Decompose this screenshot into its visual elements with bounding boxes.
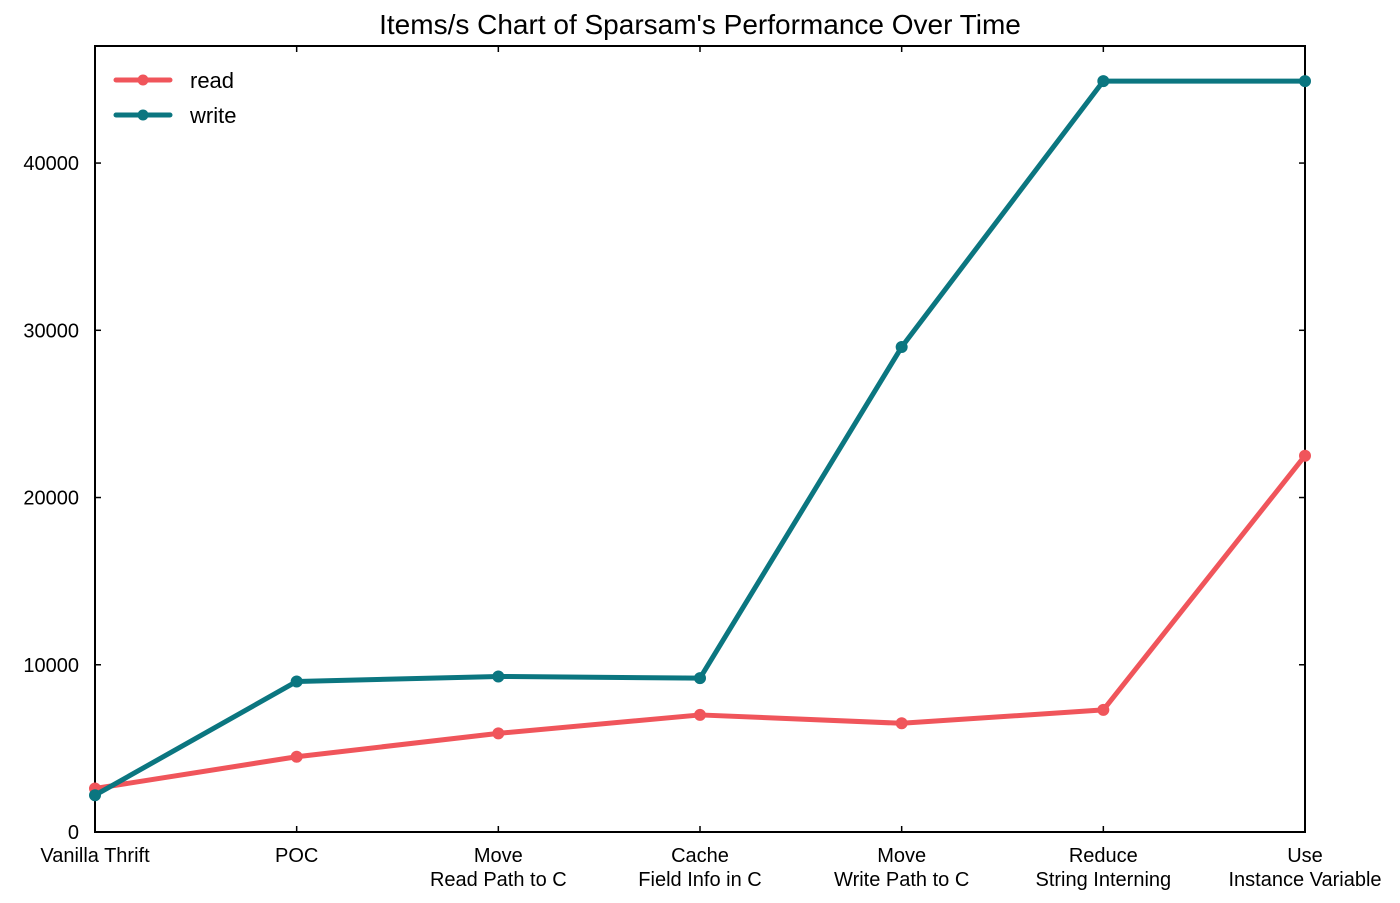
data-point-write xyxy=(694,672,706,685)
x-tick-label: Cache xyxy=(671,845,729,867)
data-point-write xyxy=(1097,75,1110,88)
series-read xyxy=(89,449,1311,795)
legend-swatch-marker xyxy=(137,74,149,86)
x-tick-label: Write Path to C xyxy=(834,869,969,891)
y-tick-label: 10000 xyxy=(23,655,79,677)
data-point-read xyxy=(694,708,706,721)
legend-label: read xyxy=(190,68,234,93)
data-point-read xyxy=(895,717,908,730)
data-point-write xyxy=(895,341,908,354)
y-tick-label: 30000 xyxy=(23,320,79,342)
y-tick-label: 40000 xyxy=(23,153,79,175)
x-tick-label: Use xyxy=(1287,845,1323,867)
legend-item-write: write xyxy=(113,103,236,128)
x-tick-label: Read Path to C xyxy=(430,869,567,891)
legend: read write xyxy=(113,68,236,128)
data-point-write xyxy=(290,675,303,688)
x-tick-label: Move xyxy=(474,845,523,867)
series-layer xyxy=(89,75,1311,802)
data-point-read xyxy=(290,750,303,763)
y-tick-label: 0 xyxy=(68,822,79,844)
x-tick-label: Reduce xyxy=(1069,845,1138,867)
legend-swatch-marker xyxy=(137,109,149,121)
y-tick-label: 20000 xyxy=(23,488,79,510)
x-tick-label: Instance Variable xyxy=(1228,869,1381,891)
data-point-read xyxy=(492,727,505,740)
chart-title: Items/s Chart of Sparsam's Performance O… xyxy=(379,9,1021,40)
x-tick-label: Vanilla Thrift xyxy=(40,845,150,867)
legend-item-read: read xyxy=(113,68,234,93)
data-point-write xyxy=(492,670,505,683)
x-tick-label: POC xyxy=(275,845,318,867)
data-point-write xyxy=(1299,75,1311,88)
series-line-read xyxy=(92,453,1308,792)
x-tick-label: String Interning xyxy=(1036,869,1172,891)
x-tick-label: Move xyxy=(877,845,926,867)
data-point-read xyxy=(1097,703,1110,716)
data-point-write xyxy=(89,789,101,802)
x-tick-label: Field Info in C xyxy=(638,869,761,891)
y-axis: 0 10000 20000 30000 40000 xyxy=(23,153,1305,844)
series-write xyxy=(89,75,1311,802)
legend-label: write xyxy=(189,103,236,128)
data-point-read xyxy=(1299,449,1311,462)
